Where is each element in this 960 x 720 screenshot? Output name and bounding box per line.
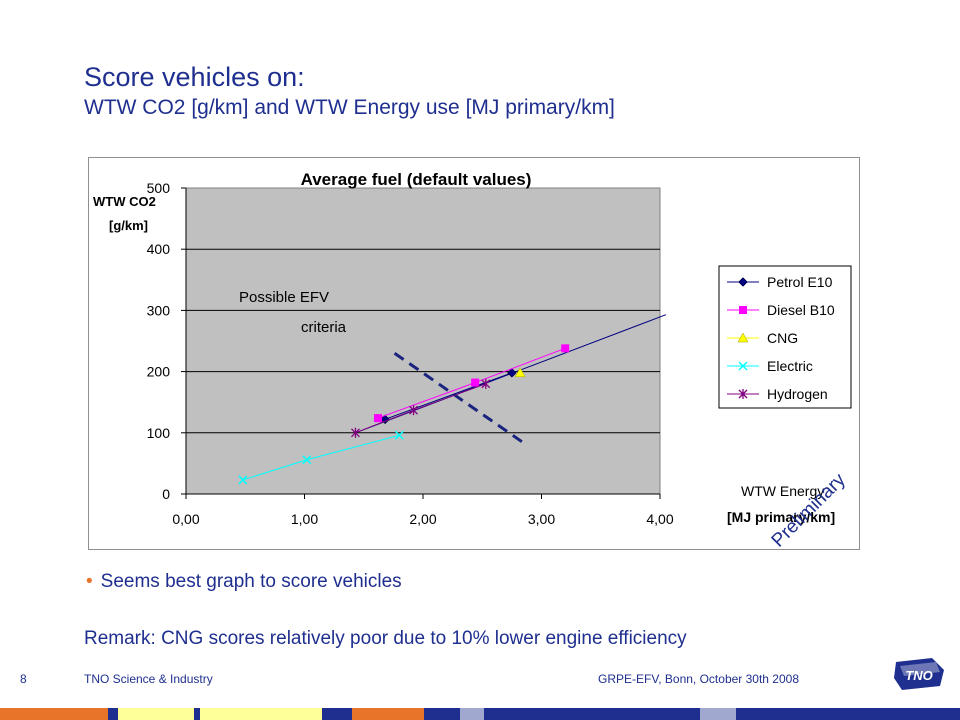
y-tick-label: 200 bbox=[147, 364, 171, 380]
y-axis-label: WTW CO2 bbox=[93, 194, 156, 209]
band-segment bbox=[780, 708, 960, 720]
band-segment bbox=[736, 708, 780, 720]
marker-stroke bbox=[394, 430, 404, 440]
y-tick-label: 0 bbox=[162, 486, 170, 502]
bullet-item: • Seems best graph to score vehicles bbox=[86, 571, 402, 593]
x-axis-label: WTW Energy bbox=[741, 483, 824, 499]
band-segment bbox=[108, 708, 118, 720]
data-point-petrol-e10 bbox=[380, 414, 390, 425]
criteria-annotation: criteria bbox=[301, 319, 347, 336]
x-axis-unit-label: [MJ primary/km] bbox=[727, 509, 835, 525]
data-point-diesel-b10 bbox=[373, 414, 382, 423]
y-tick-label: 300 bbox=[147, 302, 171, 318]
marker-stroke bbox=[738, 361, 748, 371]
legend-label-hydrogen: Hydrogen bbox=[767, 386, 828, 402]
band-segment bbox=[352, 708, 424, 720]
marker-stroke bbox=[238, 475, 248, 485]
band-segment bbox=[424, 708, 460, 720]
legend-label-cng: CNG bbox=[767, 330, 798, 346]
band-segment bbox=[194, 708, 200, 720]
slide-title: Score vehicles on: bbox=[84, 62, 305, 92]
band-segment bbox=[118, 708, 194, 720]
bullet-text: Seems best graph to score vehicles bbox=[100, 571, 402, 592]
criteria-annotation: Possible EFV bbox=[239, 289, 329, 306]
page-number: 8 bbox=[20, 672, 27, 686]
x-tick-label: 3,00 bbox=[528, 511, 555, 527]
slide-subtitle: WTW CO2 [g/km] and WTW Energy use [MJ pr… bbox=[84, 96, 615, 119]
data-point-electric bbox=[394, 430, 404, 440]
legend-label-diesel-b10: Diesel B10 bbox=[767, 302, 835, 318]
band-segment bbox=[640, 708, 700, 720]
band-segment bbox=[0, 708, 108, 720]
footer-organization: TNO Science & Industry bbox=[84, 672, 213, 686]
legend-label-petrol-e10: Petrol E10 bbox=[767, 274, 833, 290]
footer-event: GRPE-EFV, Bonn, October 30th 2008 bbox=[598, 672, 800, 686]
x-tick-label: 0,00 bbox=[172, 511, 199, 527]
data-point-electric bbox=[238, 475, 248, 485]
tno-logo: TNO bbox=[894, 658, 944, 690]
legend-label-electric: Electric bbox=[767, 358, 813, 374]
data-point-hydrogen bbox=[409, 405, 418, 416]
chart-title: Average fuel (default values) bbox=[301, 170, 532, 189]
x-tick-label: 1,00 bbox=[291, 511, 318, 527]
band-segment bbox=[460, 708, 484, 720]
remark-text: Remark: CNG scores relatively poor due t… bbox=[84, 628, 687, 649]
tno-logo-text: TNO bbox=[905, 668, 932, 683]
series-line-petrol-e10 bbox=[384, 372, 513, 420]
legend-marker-hydrogen bbox=[738, 389, 748, 399]
band-segment bbox=[612, 708, 640, 720]
band-segment bbox=[200, 708, 322, 720]
y-tick-label: 400 bbox=[147, 241, 171, 257]
legend-marker-cng bbox=[737, 332, 749, 343]
y-tick-label: 500 bbox=[147, 180, 171, 196]
marker-stroke bbox=[302, 455, 312, 465]
x-tick-label: 2,00 bbox=[409, 511, 436, 527]
bottom-color-band bbox=[0, 708, 960, 720]
legend-marker-diesel-b10 bbox=[739, 306, 747, 314]
data-point-electric bbox=[302, 455, 312, 465]
band-segment bbox=[322, 708, 352, 720]
chart: 0 100 200 300 400 500 0,00 1,00 2,00 3,00 4,00 Aver… bbox=[93, 170, 852, 551]
bullet-dot-icon: • bbox=[86, 571, 93, 592]
band-segment bbox=[484, 708, 612, 720]
y-axis-unit-label: [g/km] bbox=[109, 218, 148, 233]
x-tick-label: 4,00 bbox=[646, 511, 673, 527]
data-point-hydrogen bbox=[481, 378, 491, 389]
y-tick-label: 100 bbox=[147, 425, 171, 441]
chart-container: 0 100 200 300 400 500 0,00 1,00 2,00 3,00 4,00 Aver… bbox=[88, 157, 860, 551]
band-segment bbox=[700, 708, 736, 720]
legend-marker-petrol-e10 bbox=[738, 277, 748, 287]
data-point-hydrogen bbox=[350, 427, 360, 438]
data-point-diesel-b10 bbox=[561, 344, 570, 353]
plot-area bbox=[185, 187, 661, 495]
data-point-petrol-e10 bbox=[507, 367, 517, 378]
data-point-cng bbox=[514, 367, 526, 378]
data-point-diesel-b10 bbox=[471, 378, 480, 387]
criteria-line bbox=[393, 352, 526, 446]
legend-marker-electric bbox=[738, 361, 748, 371]
